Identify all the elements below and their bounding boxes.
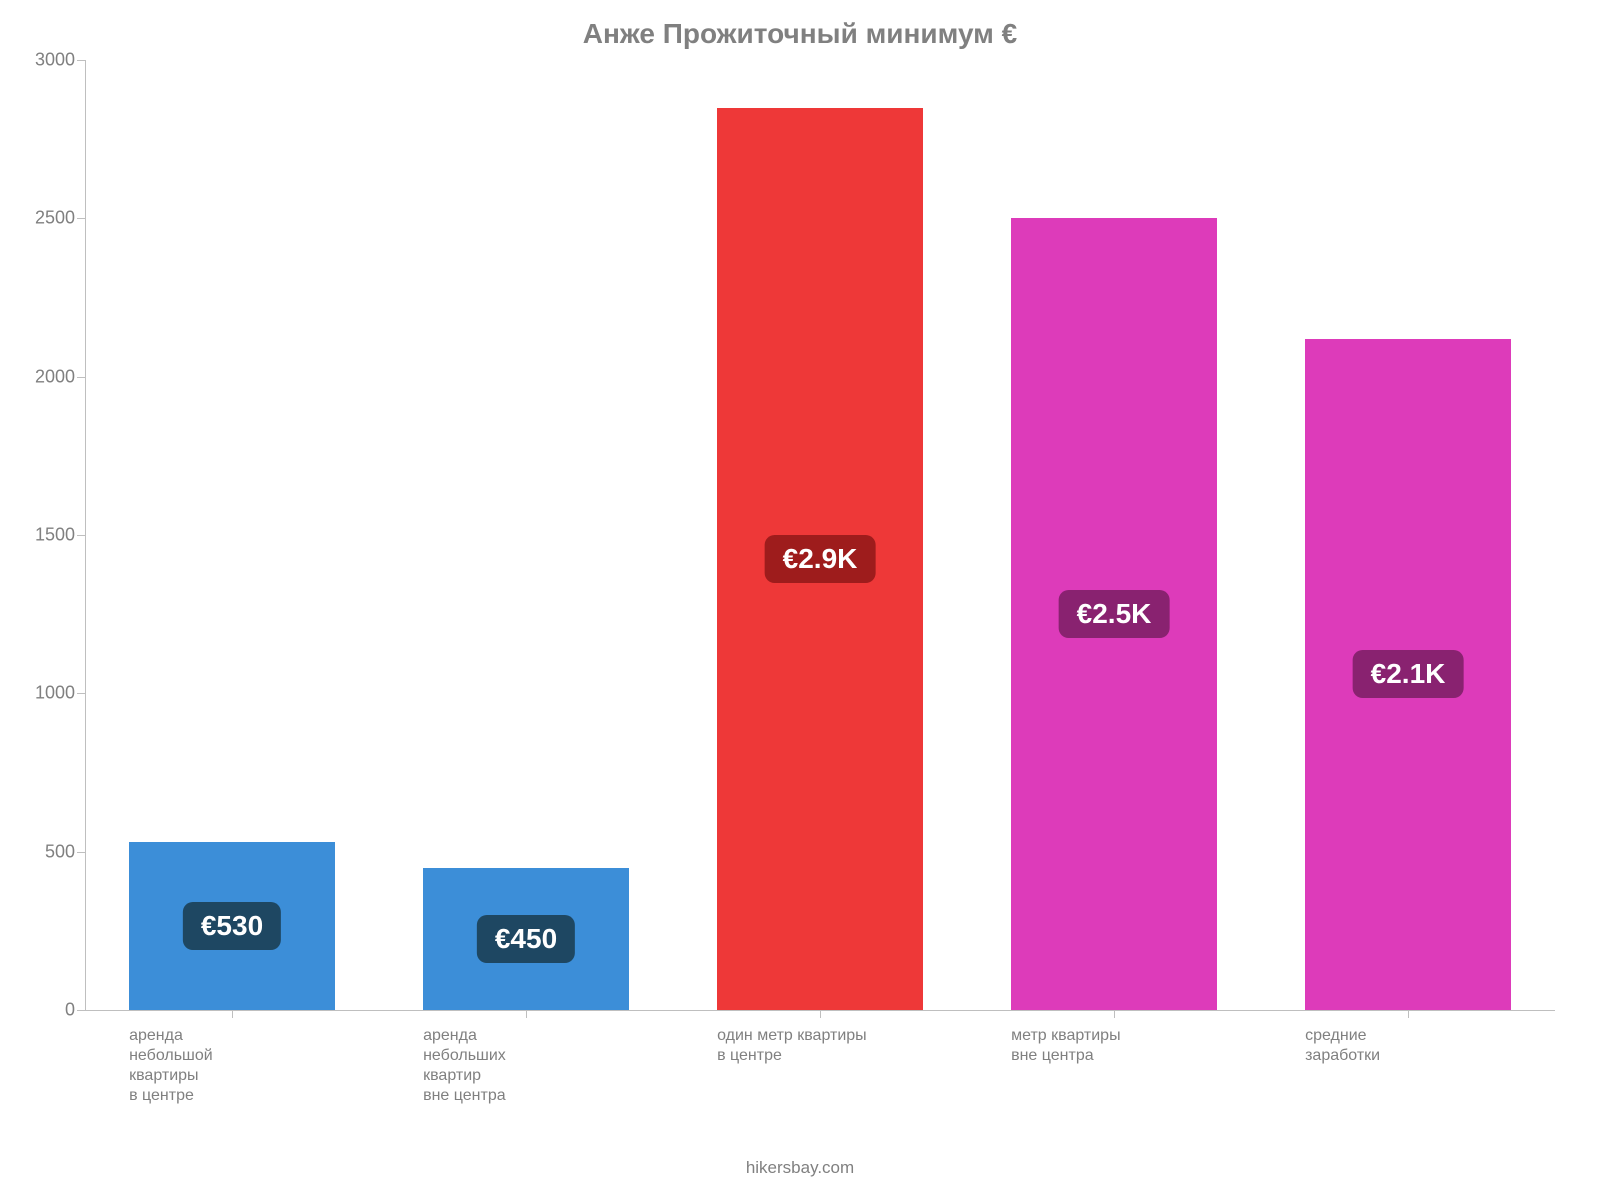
x-tick-label: один метр квартиры в центре	[717, 1026, 943, 1066]
chart-title: Анже Прожиточный минимум €	[0, 18, 1600, 50]
chart-footer: hikersbay.com	[0, 1158, 1600, 1178]
value-badge: €2.1K	[1353, 650, 1464, 698]
y-tick	[77, 1010, 85, 1011]
y-tick-label: 1500	[15, 525, 75, 546]
y-tick	[77, 218, 85, 219]
y-tick-label: 0	[15, 1000, 75, 1021]
value-badge: €530	[183, 902, 281, 950]
y-axis-line	[85, 60, 86, 1010]
x-tick	[1114, 1010, 1115, 1018]
plot-area: 050010001500200025003000€530аренда небол…	[85, 60, 1555, 1010]
value-badge: €450	[477, 915, 575, 963]
value-badge: €2.9K	[765, 535, 876, 583]
x-tick	[526, 1010, 527, 1018]
y-tick	[77, 377, 85, 378]
x-tick-label: средние заработки	[1305, 1026, 1531, 1066]
y-tick-label: 2000	[15, 366, 75, 387]
cost-of-living-chart: Анже Прожиточный минимум € 0500100015002…	[0, 0, 1600, 1200]
y-tick-label: 500	[15, 841, 75, 862]
y-tick-label: 2500	[15, 208, 75, 229]
x-tick-label: аренда небольшой квартиры в центре	[129, 1026, 355, 1106]
y-tick-label: 1000	[15, 683, 75, 704]
y-tick	[77, 693, 85, 694]
y-tick	[77, 852, 85, 853]
x-tick	[820, 1010, 821, 1018]
x-tick-label: метр квартиры вне центра	[1011, 1026, 1237, 1066]
x-tick	[1408, 1010, 1409, 1018]
y-tick	[77, 535, 85, 536]
y-tick-label: 3000	[15, 50, 75, 71]
value-badge: €2.5K	[1059, 590, 1170, 638]
x-tick	[232, 1010, 233, 1018]
x-tick-label: аренда небольших квартир вне центра	[423, 1026, 649, 1106]
y-tick	[77, 60, 85, 61]
